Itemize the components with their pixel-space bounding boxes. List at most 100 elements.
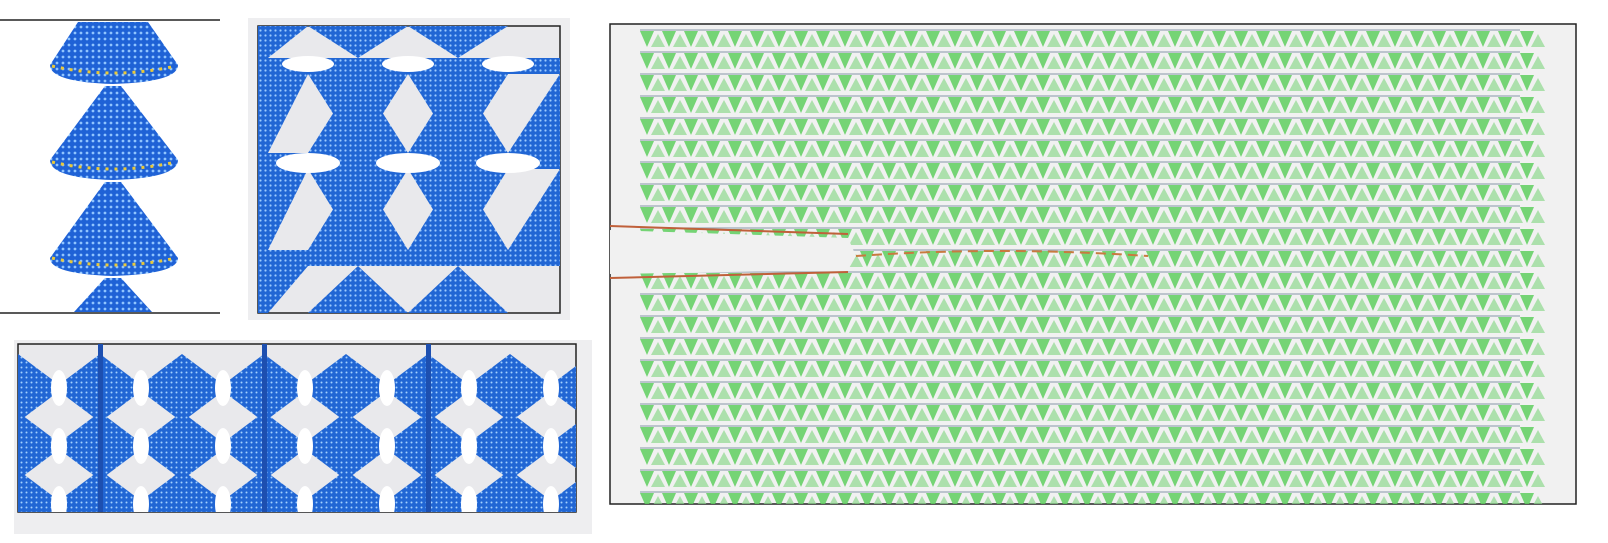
sheet-cone — [1278, 295, 1292, 311]
sheet-cone — [1366, 53, 1380, 69]
sheet-cone-inner — [1443, 254, 1457, 267]
sheet-cone-inner — [1289, 210, 1303, 223]
sheet-cone — [1322, 97, 1336, 113]
sheet-cone-inner — [827, 78, 841, 91]
sheet-cone-inner — [1091, 122, 1105, 135]
sheet-cone-inner — [1509, 100, 1523, 113]
sheet-cone-inner — [1091, 34, 1105, 47]
sheet-cone-inner — [1069, 144, 1083, 157]
sheet-cone-inner — [783, 100, 797, 113]
sheet-cone — [1256, 119, 1270, 135]
sheet-cone-inner — [673, 56, 687, 69]
sheet-cone — [728, 53, 742, 69]
sheet-cone — [1102, 229, 1116, 245]
sheet-cone — [794, 185, 808, 201]
sheet-cone-inner — [1531, 386, 1545, 399]
sheet-cone — [1168, 119, 1182, 135]
sheet-cone-inner — [915, 232, 929, 245]
sheet-cone — [1168, 383, 1182, 399]
sheet-cone-inner — [805, 452, 819, 465]
sheet-cone-inner — [915, 386, 929, 399]
sheet-cone-inner — [1179, 452, 1193, 465]
sheet-cone-inner — [959, 474, 973, 487]
sheet-cone — [838, 317, 852, 333]
sheet-cone-inner — [1245, 210, 1259, 223]
sheet-cone-inner — [1157, 144, 1171, 157]
sheet-cone-inner — [893, 342, 907, 355]
sheet-cone — [838, 75, 852, 91]
sheet-cone — [1234, 75, 1248, 91]
sheet-cone — [1322, 493, 1336, 504]
sheet-cone-inner — [1267, 188, 1281, 201]
sheet-cone-inner — [1245, 78, 1259, 91]
sheet-cone — [904, 31, 918, 47]
sheet-cone-inner — [1201, 298, 1215, 311]
sheet-cone-inner — [1223, 100, 1237, 113]
sheet-cone — [1498, 119, 1512, 135]
sheet-cone-inner — [1509, 276, 1523, 289]
sheet-cone — [1146, 31, 1160, 47]
sheet-cone-inner — [1313, 496, 1323, 504]
sheet-cone — [1080, 471, 1094, 487]
sheet-cone-inner — [717, 122, 731, 135]
sheet-cone-inner — [1025, 122, 1039, 135]
sheet-cone — [904, 141, 918, 157]
sheet-cone — [640, 119, 654, 135]
sheet-cone-inner — [1025, 474, 1039, 487]
sheet-cone-inner — [981, 78, 995, 91]
sheet-cone — [1432, 141, 1446, 157]
sheet-cone-inner — [1399, 166, 1413, 179]
sheet-cone — [640, 185, 654, 201]
sheet-cone — [750, 471, 764, 487]
sheet-cone — [1322, 185, 1336, 201]
sheet-cone — [1124, 317, 1138, 333]
sheet-cone-inner — [937, 298, 951, 311]
sheet-cone — [772, 317, 786, 333]
sheet-cone — [1124, 75, 1138, 91]
sheet-cone-inner — [1531, 34, 1545, 47]
sheet-cone-inner — [1157, 188, 1171, 201]
sheet-cone-inner — [1201, 34, 1215, 47]
sheet-cone — [1234, 53, 1248, 69]
sheet-cone — [992, 295, 1006, 311]
sheet-cone — [816, 317, 830, 333]
sheet-cone — [1322, 449, 1336, 465]
sheet-cone-inner — [893, 320, 907, 333]
sheet-cone-inner — [1311, 232, 1325, 245]
sheet-cone — [1322, 317, 1336, 333]
sheet-cone-inner — [1311, 518, 1325, 522]
sheet-cone — [926, 515, 940, 522]
sheet-cone — [882, 97, 896, 113]
sheet-cone-inner — [1443, 100, 1457, 113]
sheet-cone-inner — [1091, 298, 1105, 311]
sheet-cone-inner — [849, 232, 863, 245]
sheet-cone-inner — [1267, 386, 1281, 399]
sheet-cone-inner — [673, 430, 687, 443]
sheet-cone-inner — [1531, 254, 1545, 267]
sheet-cone-inner — [893, 386, 907, 399]
sheet-cone-inner — [915, 56, 929, 69]
sheet-cone — [1212, 75, 1226, 91]
sheet-cone-inner — [1157, 364, 1171, 377]
sheet-cone — [1432, 339, 1446, 355]
sheet-cone-inner — [1355, 320, 1369, 333]
sheet-cone — [1454, 273, 1468, 289]
sheet-cone — [794, 449, 808, 465]
sheet-cone-inner — [695, 518, 709, 522]
sheet-cone-inner — [739, 56, 753, 69]
sheet-cone-inner — [1531, 474, 1545, 487]
sheet-cone — [1388, 515, 1402, 522]
sheet-cone — [1168, 185, 1182, 201]
sheet-cone — [1014, 273, 1028, 289]
sheet-cone — [1168, 295, 1182, 311]
sheet-cone-inner — [981, 408, 995, 421]
sheet-cone-inner — [1179, 166, 1193, 179]
sheet-cone-inner — [1025, 232, 1039, 245]
sheet-cone — [970, 427, 984, 443]
sheet-cone-inner — [1179, 56, 1193, 69]
sheet-cone-inner — [1267, 122, 1281, 135]
sheet-cone-inner — [1245, 188, 1259, 201]
sheet-cone-inner — [1465, 386, 1479, 399]
sheet-cone-inner — [783, 144, 797, 157]
sheet-cone-inner — [1245, 166, 1259, 179]
